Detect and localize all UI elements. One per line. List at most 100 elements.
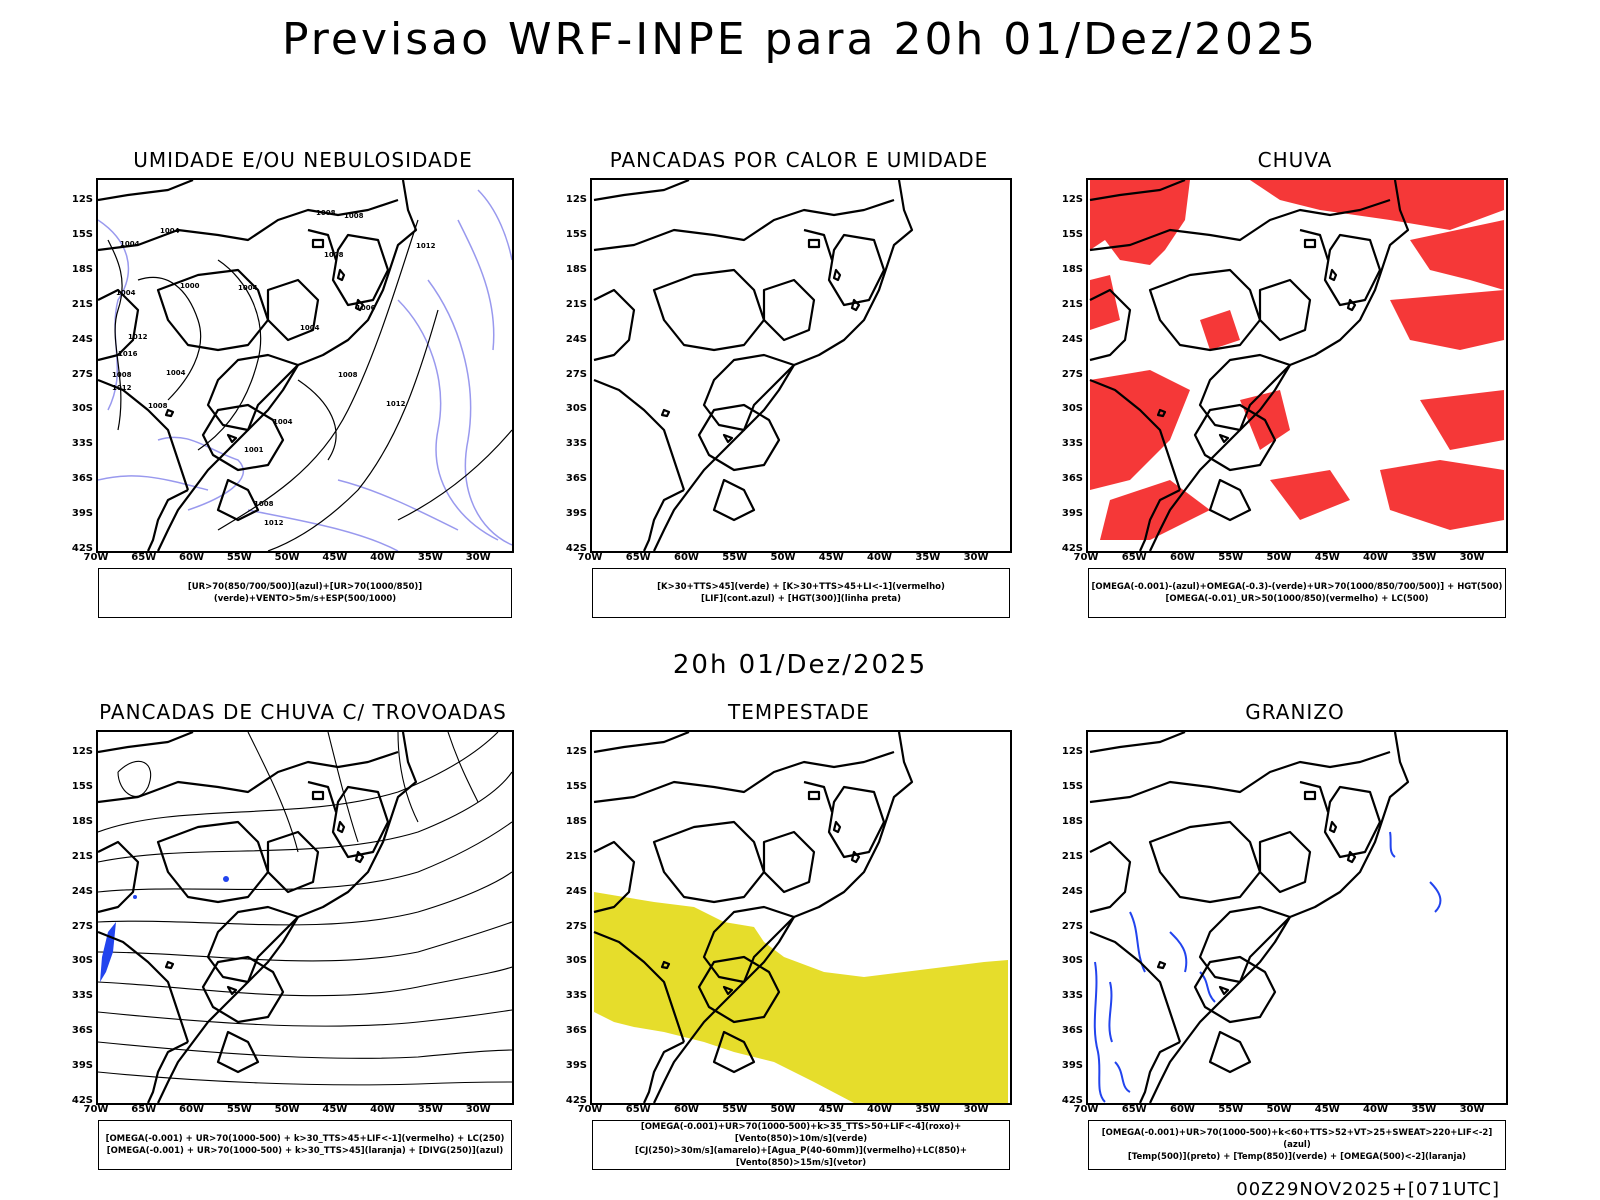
isobar-label: 1008	[344, 212, 364, 220]
lon-tick-label: 55W	[722, 552, 748, 563]
lat-tick-label: 12S	[565, 746, 587, 757]
lon-tick-label: 60W	[674, 1104, 699, 1115]
lat-tick-label: 42S	[71, 543, 93, 554]
lon-tick-label: 70W	[83, 1104, 109, 1115]
lat-tick-label: 33S	[71, 438, 93, 450]
lon-tick-label: 65W	[1121, 1104, 1147, 1115]
lon-tick-label: 40W	[867, 552, 892, 563]
isobar-label: 1004	[120, 240, 140, 248]
isobar-label: 1012	[112, 384, 132, 392]
lat-tick-label: 33S	[565, 438, 587, 450]
lat-tick-label: 15S	[1061, 228, 1083, 240]
lat-tick-label: 30S	[1061, 955, 1083, 967]
legend-line: [LIF](cont.azul) + [HGT(300)](linha pret…	[700, 594, 902, 604]
lat-tick-label: 15S	[71, 228, 93, 240]
lat-tick-label: 27S	[71, 920, 93, 932]
lat-tick-label: 33S	[1061, 438, 1083, 450]
isobar-label: 1004	[160, 227, 180, 235]
lat-tick-label: 36S	[565, 1025, 587, 1037]
lat-tick-label: 36S	[565, 473, 587, 485]
legend-line: [OMEGA(-0.001)-(azul)+OMEGA(-0.3)-(verde…	[1091, 582, 1503, 592]
panel-title-chuva: CHUVA	[1257, 148, 1333, 172]
lat-tick-label: 27S	[1061, 368, 1083, 380]
lon-tick-label: 35W	[915, 1104, 941, 1115]
lat-tick-label: 24S	[1061, 333, 1083, 345]
panel-title-umidade: UMIDADE E/OU NEBULOSIDADE	[133, 148, 473, 172]
lat-tick-label: 39S	[71, 508, 93, 520]
lat-tick-label: 18S	[565, 263, 587, 275]
lat-tick-label: 30S	[565, 955, 587, 967]
lat-tick-label: 39S	[1061, 1060, 1083, 1072]
lon-tick-label: 30W	[963, 552, 989, 563]
lon-tick-label: 35W	[417, 552, 443, 563]
lat-tick-label: 12S	[71, 746, 93, 757]
legend-line: [UR>70(850/700/500)](azul)+[UR>70(1000/8…	[187, 582, 423, 604]
lat-tick-label: 42S	[1061, 543, 1083, 554]
panel-title-pancadas-calor: PANCADAS POR CALOR E UMIDADE	[609, 148, 989, 172]
lon-tick-label: 60W	[1170, 1104, 1195, 1115]
lon-tick-label: 70W	[1073, 552, 1099, 563]
lat-tick-label: 21S	[1061, 298, 1083, 310]
lon-tick-label: 45W	[818, 552, 844, 563]
lon-tick-label: 50W	[1266, 1104, 1292, 1115]
legend-line: [CJ(250)>30m/s](amarelo)+[Agua_P(40-60mm…	[634, 1146, 968, 1168]
lon-tick-label: 65W	[625, 1104, 651, 1115]
lon-tick-label: 35W	[915, 552, 941, 563]
lon-tick-label: 30W	[1459, 552, 1485, 563]
legend-line: [OMEGA(-0.001)+UR>70(1000-500)+k<60+TTS>…	[1101, 1128, 1493, 1150]
lon-tick-label: 35W	[417, 1104, 443, 1115]
legend-pancadas-calor: [K>30+TTS>45](verde) + [K>30+TTS>45+LI<-…	[592, 568, 1010, 618]
lat-tick-label: 36S	[1061, 1025, 1083, 1037]
streamlines	[98, 732, 512, 1086]
isobar-label: 1004	[166, 369, 186, 377]
isobar-label: 1004	[273, 418, 293, 426]
lon-tick-label: 45W	[1314, 1104, 1340, 1115]
main-title: Previsao WRF-INPE para 20h 01/Dez/2025	[282, 14, 1318, 65]
lon-tick-label: 45W	[818, 1104, 844, 1115]
lat-tick-label: 21S	[565, 850, 587, 862]
isobar-label: 1004	[300, 324, 320, 332]
lon-tick-label: 50W	[274, 1104, 300, 1115]
lon-tick-label: 50W	[274, 552, 300, 563]
lon-tick-label: 65W	[1121, 552, 1147, 563]
lat-tick-label: 18S	[1061, 815, 1083, 827]
lon-tick-label: 30W	[465, 552, 491, 563]
lat-tick-label: 30S	[1061, 403, 1083, 415]
rain-fill	[1090, 180, 1504, 540]
lat-tick-label: 27S	[71, 368, 93, 380]
legend-line: [OMEGA(-0.001) + UR>70(1000-500) + k>30_…	[106, 1146, 504, 1156]
lat-tick-label: 15S	[1061, 780, 1083, 792]
isobar-label: 1000	[180, 282, 200, 290]
lat-tick-label: 24S	[71, 333, 93, 345]
isobar-label: 1004	[116, 289, 136, 297]
legend-granizo: [OMEGA(-0.001)+UR>70(1000-500)+k<60+TTS>…	[1088, 1120, 1506, 1170]
lat-tick-label: 18S	[1061, 263, 1083, 275]
map-umidade: 1004 1004 1008 1008 1000 1004 1004 1008 …	[96, 178, 514, 553]
middle-title: 20h 01/Dez/2025	[672, 650, 928, 680]
legend-chuva: [OMEGA(-0.001)-(azul)+OMEGA(-0.3)-(verde…	[1088, 568, 1506, 618]
lat-tick-label: 15S	[565, 780, 587, 792]
isobar-label: 1016	[118, 350, 138, 358]
lon-tick-label: 70W	[577, 1104, 603, 1115]
panel-title-granizo: GRANIZO	[1245, 700, 1345, 724]
lon-tick-label: 55W	[226, 1104, 252, 1115]
legend-tempestade: [OMEGA(-0.001)+UR>70(1000-500)+k>35_TTS>…	[592, 1120, 1010, 1170]
lon-tick-label: 70W	[577, 552, 603, 563]
lat-tick-label: 39S	[1061, 508, 1083, 520]
legend-line: [OMEGA(-0.01)_UR>50(1000/850)(vermelho) …	[1165, 594, 1429, 604]
lat-tick-label: 21S	[71, 850, 93, 862]
lon-tick-label: 30W	[465, 1104, 491, 1115]
lon-tick-label: 65W	[131, 1104, 157, 1115]
lat-tick-label: 18S	[71, 815, 93, 827]
lat-tick-label: 42S	[71, 1095, 93, 1106]
isobar-label: 1008	[112, 371, 132, 379]
map-trovoadas	[96, 730, 514, 1105]
lon-tick-label: 40W	[370, 552, 396, 563]
lon-tick-label: 60W	[179, 552, 204, 563]
lon-tick-label: 50W	[1266, 552, 1292, 563]
lat-tick-label: 21S	[565, 298, 587, 310]
lat-tick-label: 42S	[565, 543, 587, 554]
lat-tick-label: 27S	[1061, 920, 1083, 932]
lat-tick-label: 12S	[71, 194, 93, 205]
lon-tick-label: 60W	[179, 1104, 204, 1115]
